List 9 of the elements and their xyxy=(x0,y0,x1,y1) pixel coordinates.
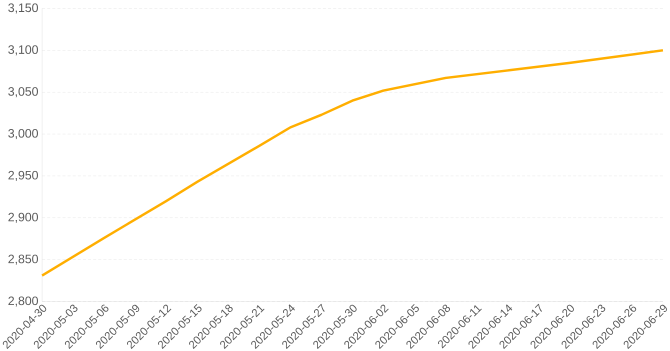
line-series xyxy=(40,49,664,277)
y-tick-label: 3,000 xyxy=(8,129,38,140)
y-tick-label: 2,800 xyxy=(8,296,38,307)
y-tick-label: 3,150 xyxy=(8,3,38,14)
y-tick-label: 2,900 xyxy=(8,212,38,223)
y-tick-label: 3,050 xyxy=(8,87,38,98)
y-tick-label: 2,850 xyxy=(8,254,38,265)
y-tick-label: 2,950 xyxy=(8,170,38,182)
y-tick-label: 3,100 xyxy=(8,45,38,56)
